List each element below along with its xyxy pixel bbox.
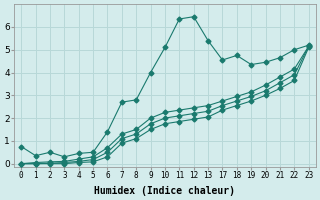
X-axis label: Humidex (Indice chaleur): Humidex (Indice chaleur) — [94, 186, 236, 196]
